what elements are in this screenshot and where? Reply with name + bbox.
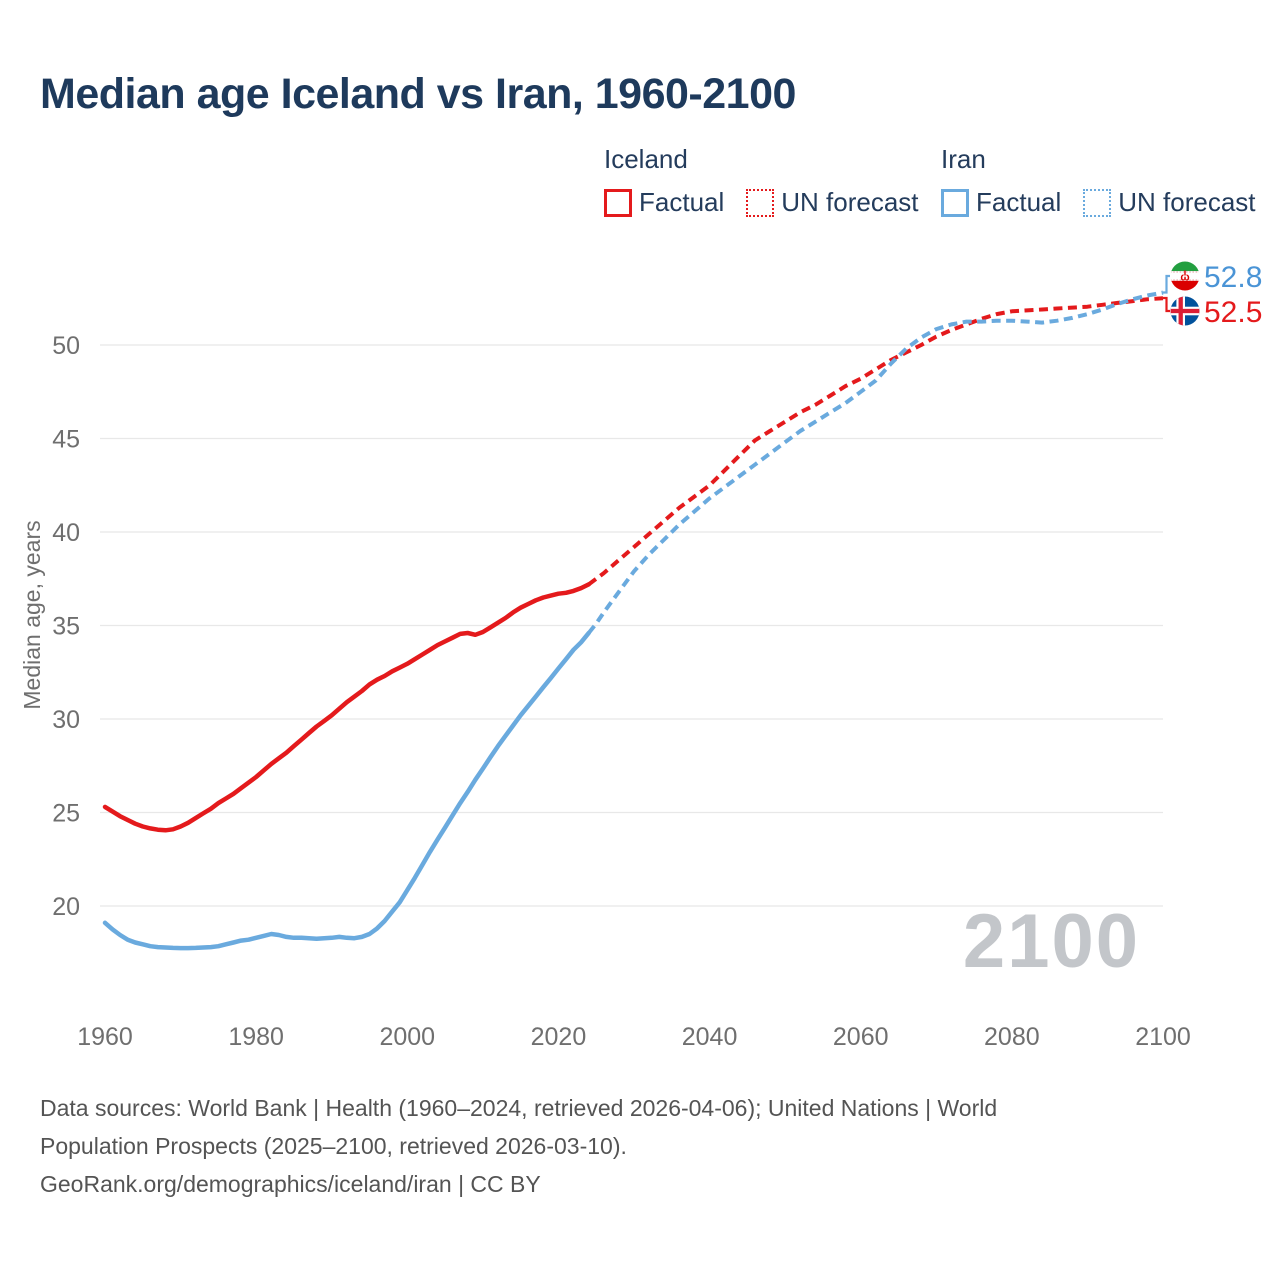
legend-label: UN forecast [1118, 187, 1256, 217]
x-tick-label-2000: 2000 [379, 1023, 435, 1051]
y-tick-label-25: 25 [52, 800, 80, 828]
y-axis-title: Median age, years [19, 520, 45, 709]
legend-header-iran: Iran [941, 144, 986, 174]
gridlines [100, 344, 1163, 907]
iceland-flag-icon [1170, 296, 1200, 326]
series-iceland-un-forecast [587, 296, 1164, 587]
x-axis-ticks: 1960 1980 2000 2020 2040 2060 2080 2100 [77, 1023, 1191, 1051]
legend-row-iceland: Factual UN forecast [604, 187, 919, 218]
legend-group-iran: Iran Factual UN forecast [941, 144, 1256, 218]
y-tick-label-40: 40 [52, 519, 80, 547]
footer: Data sources: World Bank | Health (1960–… [40, 1089, 997, 1203]
iceland-endpoint-connector [1163, 296, 1170, 313]
y-axis-ticks: 20 25 30 35 40 45 50 [52, 332, 80, 921]
y-tick-label-45: 45 [52, 426, 80, 454]
y-tick-label-35: 35 [52, 613, 80, 641]
iceland-forecast-swatch-icon [746, 188, 775, 217]
series-lines [102, 290, 1164, 951]
legend-label: Factual [976, 187, 1062, 217]
y-tick-label-20: 20 [52, 893, 80, 921]
svg-text:ω: ω [1180, 272, 1189, 284]
page-title: Median age Iceland vs Iran, 1960-2100 [40, 70, 796, 118]
legend-group-iceland: Iceland Factual UN forecast [604, 144, 919, 218]
iran-forecast-swatch-icon [1083, 188, 1112, 217]
x-tick-label-2080: 2080 [984, 1023, 1040, 1051]
x-tick-label-2040: 2040 [682, 1023, 738, 1051]
y-tick-label-30: 30 [52, 706, 80, 734]
x-tick-label-2060: 2060 [833, 1023, 889, 1051]
iceland-end-value: 52.5 [1204, 296, 1262, 329]
legend-item-iran-factual[interactable]: Factual [941, 187, 1061, 218]
series-iran-factual [102, 630, 591, 951]
y-tick-label-50: 50 [52, 332, 80, 360]
legend-item-iceland-forecast[interactable]: UN forecast [746, 187, 919, 218]
legend-header-iceland: Iceland [604, 144, 688, 174]
x-tick-label-2100: 2100 [1135, 1023, 1191, 1051]
iran-end-value: 52.8 [1204, 261, 1262, 294]
legend-item-iceland-factual[interactable]: Factual [604, 187, 724, 218]
footer-attribution: GeoRank.org/demographics/iceland/iran | … [40, 1171, 541, 1197]
legend-row-iran: Factual UN forecast [941, 187, 1256, 218]
iceland-factual-swatch-icon [604, 188, 632, 217]
watermark-year: 2100 [963, 899, 1140, 984]
series-iceland-factual [102, 582, 591, 833]
series-iran-un-forecast [587, 290, 1164, 635]
iran-factual-swatch-icon [941, 188, 969, 217]
footer-sources-line-2: Population Prospects (2025–2100, retriev… [40, 1133, 627, 1159]
x-tick-label-1960: 1960 [77, 1023, 133, 1051]
iran-endpoint-connector [1163, 274, 1170, 294]
legend-item-iran-forecast[interactable]: UN forecast [1083, 187, 1256, 218]
iran-flag-icon: ω [1170, 261, 1200, 291]
x-tick-label-1980: 1980 [228, 1023, 284, 1051]
x-tick-label-2020: 2020 [531, 1023, 587, 1051]
footer-sources-line-1: Data sources: World Bank | Health (1960–… [40, 1095, 998, 1121]
legend-label: UN forecast [781, 187, 919, 217]
legend-label: Factual [639, 187, 725, 217]
